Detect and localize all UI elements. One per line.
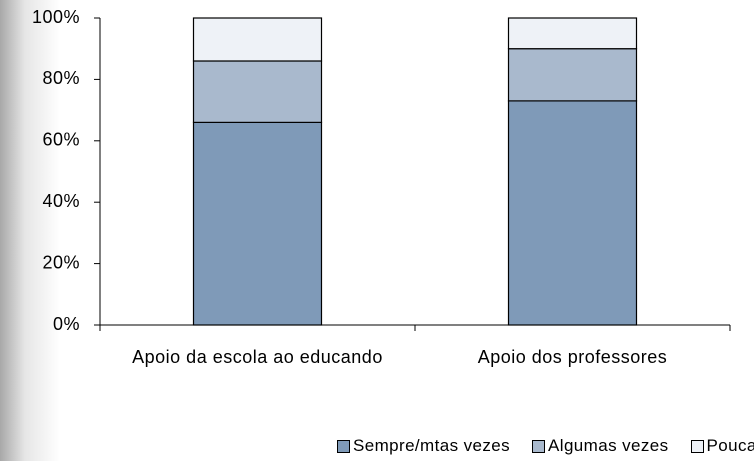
y-tick-label: 40%: [42, 191, 80, 211]
legend: Sempre/mtas vezes Algumas vezes Poucas vez…: [337, 436, 754, 456]
bar-segment: [192, 60, 323, 123]
bar-segment: [192, 121, 323, 326]
y-tick-label: 20%: [42, 252, 80, 272]
legend-item: Sempre/mtas vezes: [337, 436, 510, 456]
legend-swatch: [690, 439, 704, 453]
x-tick-label: Apoio da escola ao educando: [132, 347, 383, 367]
legend-label: Sempre/mtas vezes: [353, 436, 511, 455]
bar-segment: [507, 100, 638, 326]
x-tick-label: Apoio dos professores: [477, 347, 668, 367]
legend-swatch: [532, 439, 546, 453]
legend-swatch: [337, 439, 350, 453]
y-tick-label: 60%: [42, 130, 80, 150]
legend-item: Poucas vezes/nunca: [690, 436, 754, 456]
y-tick-label: 100%: [32, 7, 80, 27]
bar-segment: [507, 48, 638, 102]
bar-segment: [507, 17, 638, 50]
y-tick-label: 80%: [42, 68, 80, 88]
legend-label: Poucas vezes/nunca: [706, 436, 754, 455]
legend-label: Algumas vezes: [548, 436, 669, 455]
y-tick-label: 0%: [53, 314, 80, 334]
bar-segment: [192, 17, 323, 62]
legend-item: Algumas vezes: [532, 436, 668, 456]
